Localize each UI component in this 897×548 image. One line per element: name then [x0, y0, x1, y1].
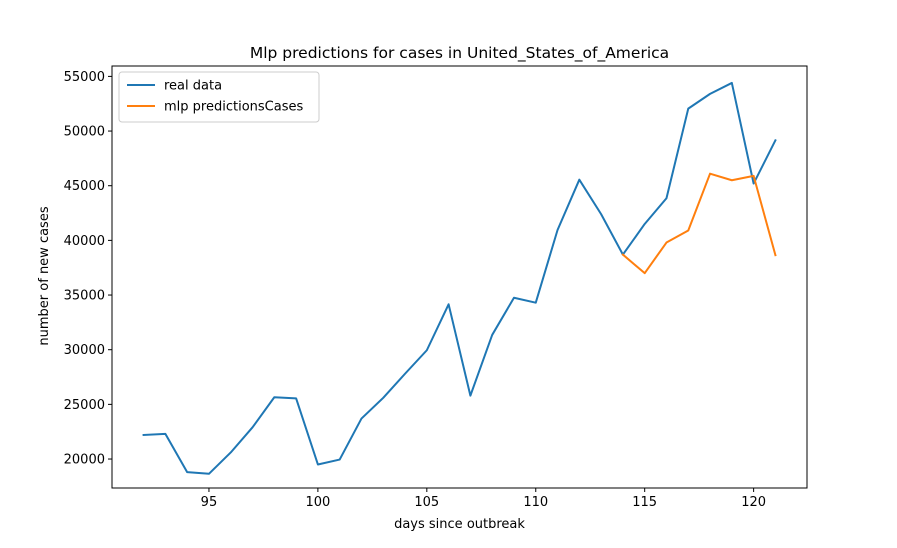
series-line-0 [142, 81, 777, 475]
x-tick-label: 115 [632, 495, 657, 510]
x-tick-label: 110 [523, 495, 548, 510]
x-tick-label: 100 [305, 495, 330, 510]
legend-label-1: mlp predictionsCases [164, 100, 303, 115]
y-tick-label: 45000 [64, 179, 105, 194]
legend-label-0: real data [164, 79, 222, 94]
plot-area: 95 100 105 110 115 120 20000 25000 30000 35000 400… [64, 65, 808, 510]
y-tick-label: 55000 [64, 70, 105, 85]
x-tick-label: 120 [741, 495, 766, 510]
legend-box [118, 71, 320, 123]
x-tick-label: 95 [201, 495, 218, 510]
y-axis-label: number of new cases [37, 206, 52, 345]
x-axis-label: days since outbreak [394, 517, 525, 532]
axes-frame [111, 65, 808, 489]
y-tick-label: 50000 [64, 125, 105, 140]
y-tick-label: 30000 [64, 343, 105, 358]
series-line-1 [621, 172, 777, 275]
y-tick-label: 35000 [64, 289, 105, 304]
y-tick-label: 25000 [64, 398, 105, 413]
x-tick-label: 105 [414, 495, 439, 510]
chart-title: Mlp predictions for cases in United_Stat… [250, 44, 669, 63]
y-tick-label: 40000 [64, 234, 105, 249]
y-tick-label: 20000 [64, 453, 105, 468]
legend: real data mlp predictionsCases [118, 71, 320, 123]
